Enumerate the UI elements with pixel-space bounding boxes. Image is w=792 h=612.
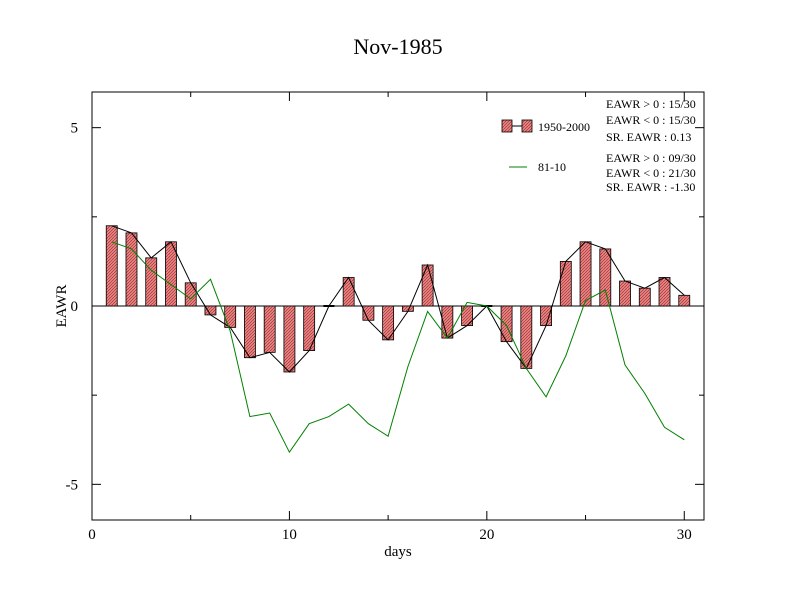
stat-line: EAWR > 0 : 09/30 xyxy=(606,151,696,165)
x-tick-label: 30 xyxy=(677,527,692,543)
y-tick-label: -5 xyxy=(66,477,79,493)
bar-day-1 xyxy=(105,225,118,307)
y-tick-label: 5 xyxy=(71,121,79,137)
bar-day-8 xyxy=(244,305,256,359)
legend-entry-1950-2000: 1950-2000 xyxy=(501,119,590,134)
bar-day-3 xyxy=(145,257,158,307)
bar-day-11 xyxy=(303,305,316,351)
y-axis-label: EAWR xyxy=(54,285,70,328)
series-line-81-10 xyxy=(111,241,685,454)
bar-day-30 xyxy=(678,294,691,307)
bar-day-29 xyxy=(658,277,671,307)
legend: 1950-2000 81-10 xyxy=(501,119,590,174)
x-tick-label: 0 xyxy=(88,527,96,543)
stat-line: EAWR > 0 : 15/30 xyxy=(606,97,696,111)
bar-day-21 xyxy=(500,305,513,343)
bar-day-23 xyxy=(540,305,552,327)
x-tick-label: 20 xyxy=(479,527,494,543)
legend-entry-81-10: 81-10 xyxy=(509,160,566,174)
series-line-1950-2000 xyxy=(111,225,685,373)
chart-title: Nov-1985 xyxy=(353,34,442,59)
stats-block-1950-2000: EAWR > 0 : 15/30 EAWR < 0 : 15/30 SR. EA… xyxy=(606,97,696,144)
bar-day-10 xyxy=(283,305,296,373)
x-tick-label: 10 xyxy=(282,527,297,543)
bar-day-25 xyxy=(579,241,592,307)
bar-day-28 xyxy=(638,287,651,307)
bar-day-6 xyxy=(204,305,217,316)
bar-day-9 xyxy=(263,305,276,353)
bar-day-24 xyxy=(559,261,572,307)
stat-line: SR. EAWR : -1.30 xyxy=(606,180,695,194)
stat-line: EAWR < 0 : 15/30 xyxy=(606,113,696,127)
y-tick-label: 0 xyxy=(71,299,79,315)
bar-day-27 xyxy=(619,280,631,307)
bar-day-17 xyxy=(421,264,434,307)
bar-day-4 xyxy=(165,241,177,307)
bar-day-13 xyxy=(342,277,355,307)
stats-block-81-10: EAWR > 0 : 09/30 EAWR < 0 : 21/30 SR. EA… xyxy=(606,151,696,194)
stat-line: SR. EAWR : 0.13 xyxy=(606,130,691,144)
stat-line: EAWR < 0 : 21/30 xyxy=(606,166,696,180)
bar-day-26 xyxy=(599,248,612,307)
legend-label-1950-2000: 1950-2000 xyxy=(538,120,590,134)
bar-day-2 xyxy=(125,232,138,307)
legend-label-81-10: 81-10 xyxy=(538,160,566,174)
x-axis-label: days xyxy=(384,544,412,560)
bar-day-7 xyxy=(224,305,237,328)
